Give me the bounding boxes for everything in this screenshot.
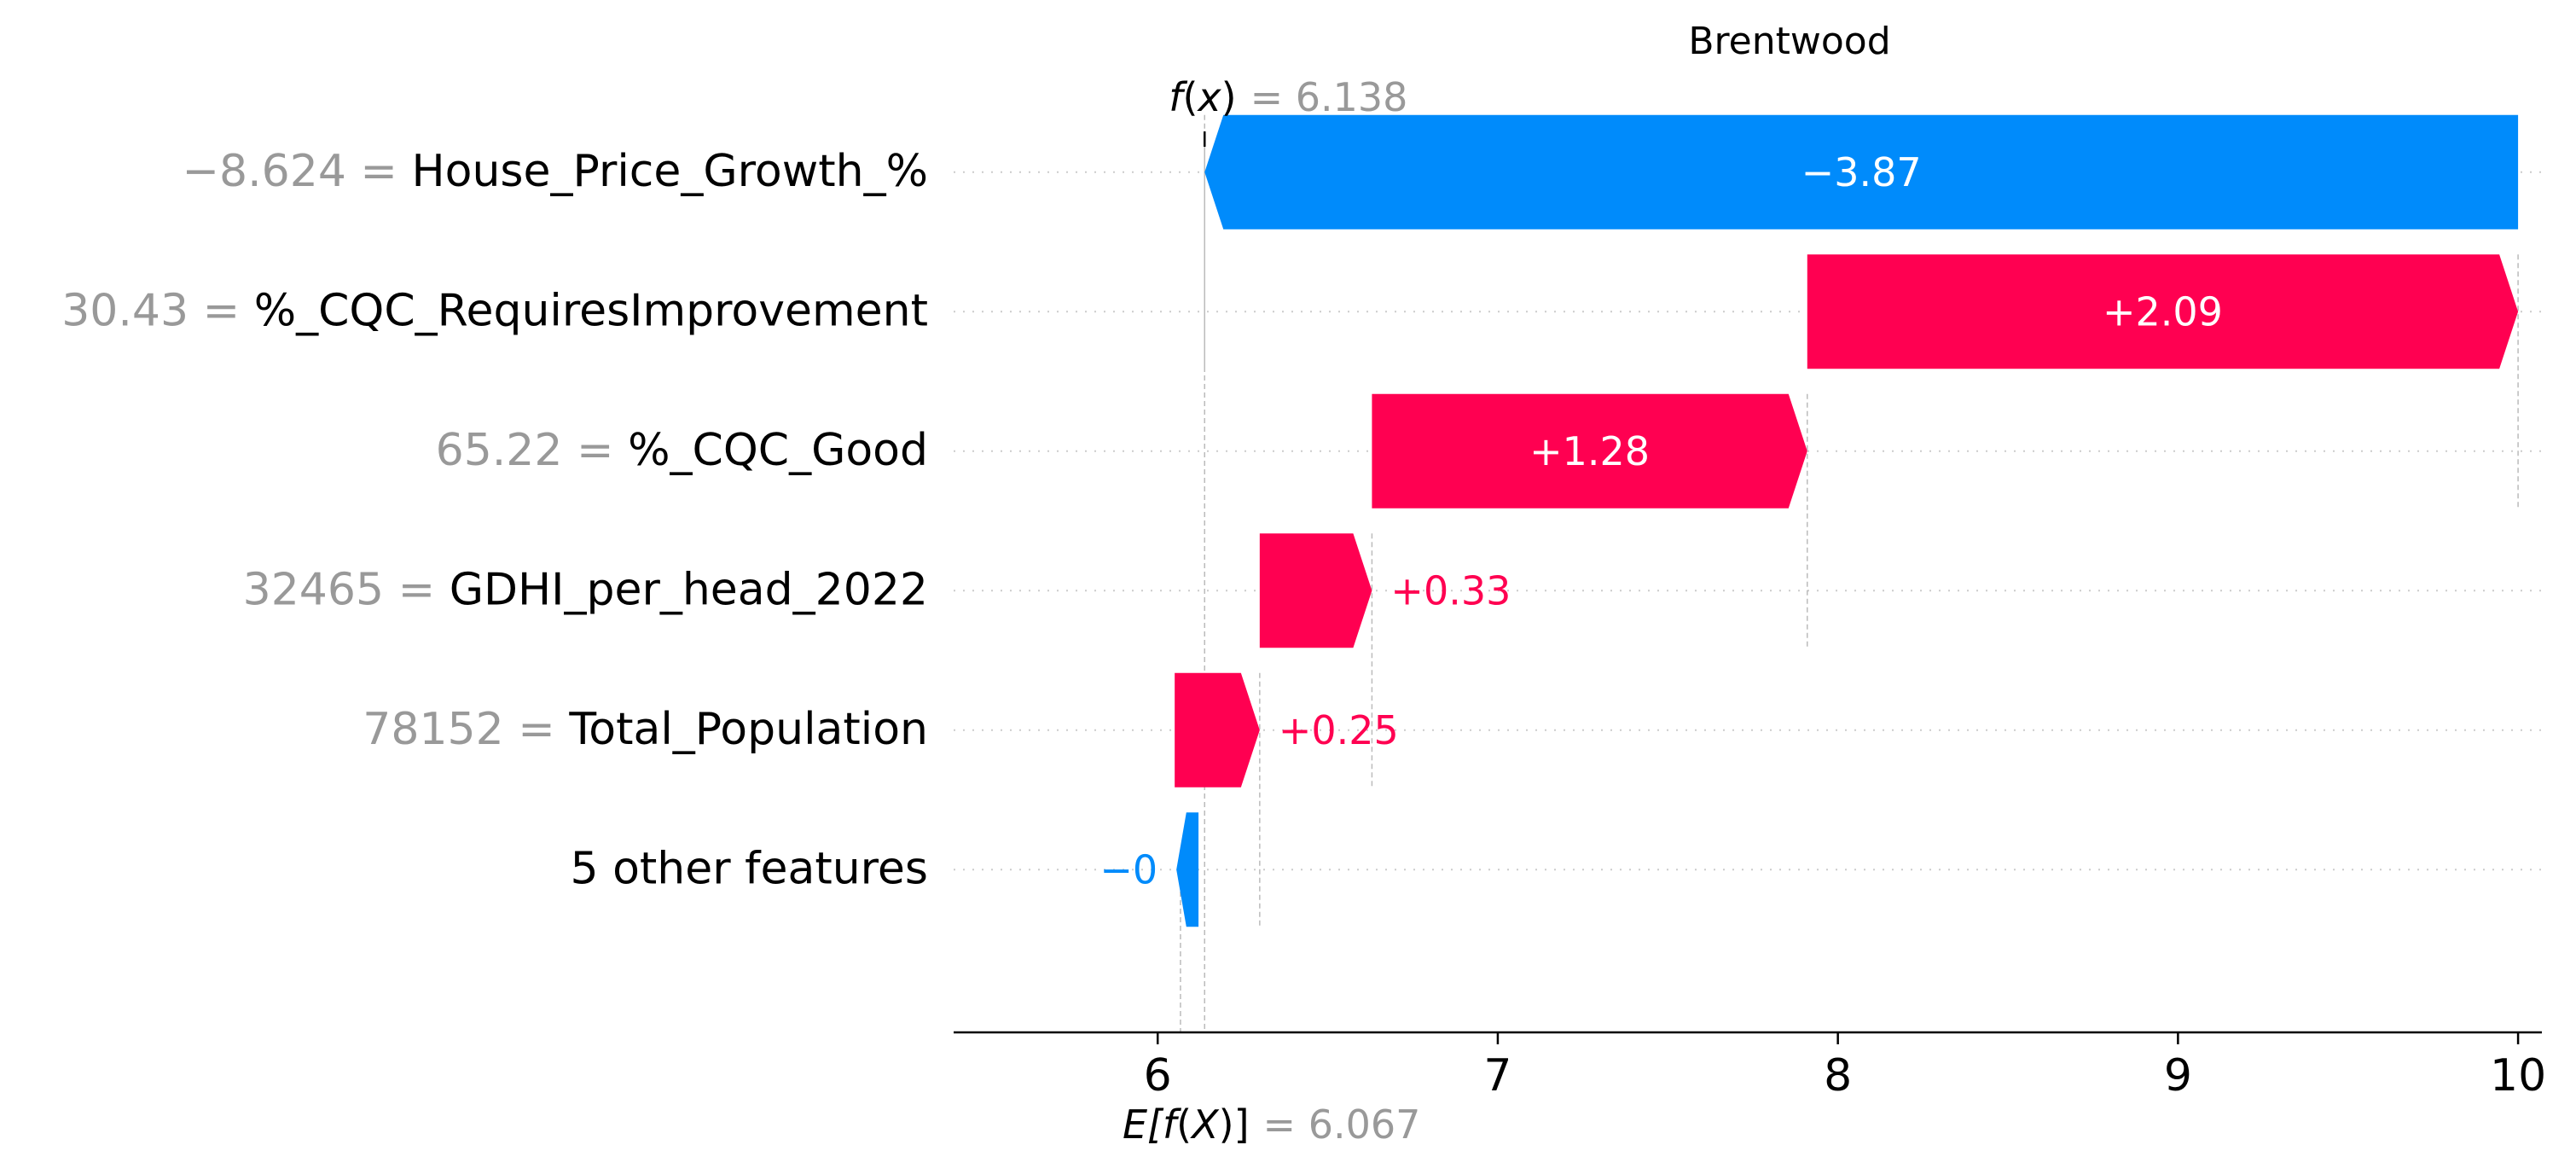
feature-name: Total_Population [568, 704, 928, 755]
feature-value: 30.43 = [61, 285, 254, 336]
bar-value-label: +2.09 [2103, 288, 2223, 334]
x-tick-label: 6 [1144, 1050, 1172, 1101]
efx-open-paren: ( [1176, 1101, 1192, 1148]
feature-name: House_Price_Growth_% [412, 146, 928, 197]
bar-value-label: +0.25 [1279, 707, 1399, 753]
x-axis: 6 7 8 9 10 [954, 1031, 2546, 1101]
x-tick-label: 10 [2490, 1050, 2546, 1101]
connector-lines [1180, 114, 2519, 1032]
efx-suffix: )] [1219, 1101, 1250, 1148]
feature-label: 78152 = Total_Population [363, 704, 928, 755]
bars: −3.87 +2.09 +1.28 +0.33 +0.25 −0 [1099, 114, 2519, 927]
waterfall-bar [1176, 812, 1199, 927]
efx-prefix: E[f [1123, 1101, 1181, 1148]
x-tick-label: 8 [1824, 1050, 1852, 1101]
feature-value: 78152 = [363, 704, 569, 755]
efx-label: E[f(X)] = 6.067 [1123, 1101, 1420, 1148]
waterfall-bar [1204, 114, 2519, 230]
feature-label: 30.43 = %_CQC_RequiresImprovement [61, 285, 928, 336]
chart-title: Brentwood [1688, 20, 1890, 63]
feature-name: %_CQC_RequiresImprovement [254, 285, 928, 336]
feature-value: −8.624 = [182, 146, 411, 197]
feature-label: 5 other features [570, 843, 928, 894]
fx-close-paren: ) [1221, 74, 1237, 120]
bar-value-label: −0 [1099, 846, 1157, 892]
efx-var: X [1190, 1101, 1220, 1148]
fx-label: f(x) = 6.138 [1169, 74, 1407, 120]
fx-value: = 6.138 [1250, 74, 1408, 120]
x-tick-label: 9 [2164, 1050, 2192, 1101]
efx-value: = 6.067 [1263, 1101, 1421, 1148]
feature-labels: −8.624 = House_Price_Growth_% 30.43 = %_C… [61, 146, 928, 895]
feature-label: 65.22 = %_CQC_Good [436, 425, 928, 476]
bar-value-label: +1.28 [1529, 428, 1650, 474]
fx-open-paren: ( [1182, 74, 1198, 120]
feature-name: GDHI_per_head_2022 [450, 564, 928, 615]
waterfall-bar [1807, 254, 2519, 369]
feature-label: 32465 = GDHI_per_head_2022 [243, 564, 928, 615]
bar-value-label: +0.33 [1390, 567, 1511, 613]
efx-annotation: E[f(X)] = 6.067 [1123, 1101, 1420, 1148]
feature-value: 32465 = [243, 564, 450, 615]
feature-label: −8.624 = House_Price_Growth_% [182, 146, 928, 197]
fx-annotation: f(x) = 6.138 [1169, 74, 1407, 147]
fx-var: x [1196, 74, 1221, 120]
feature-name: %_CQC_Good [628, 425, 928, 476]
waterfall-bar [1259, 533, 1372, 648]
waterfall-bar [1372, 393, 1807, 509]
x-tick-label: 7 [1483, 1050, 1511, 1101]
bar-value-label: −3.87 [1801, 149, 1922, 195]
feature-name: 5 other features [570, 843, 928, 894]
waterfall-bar [1175, 672, 1260, 788]
feature-value: 65.22 = [436, 425, 629, 476]
